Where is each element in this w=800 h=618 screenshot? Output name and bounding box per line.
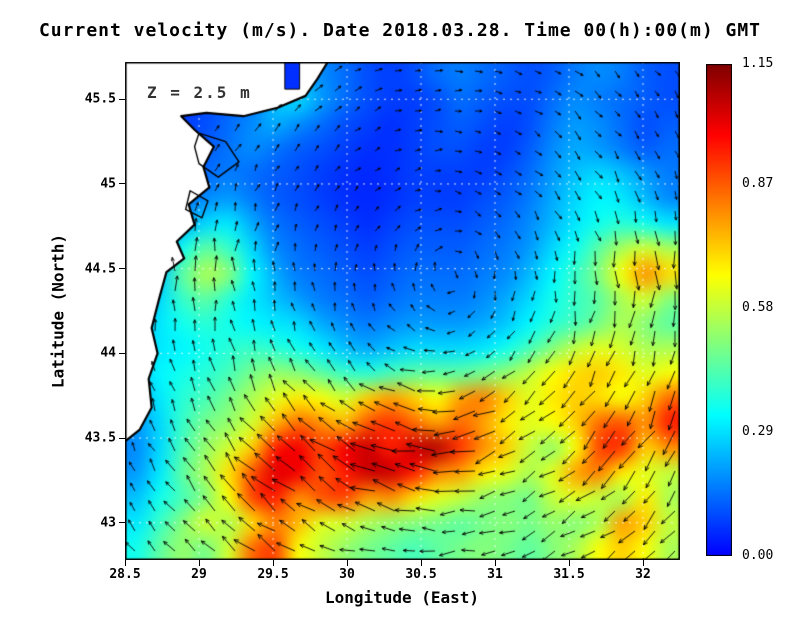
x-tick-label: 29	[191, 567, 207, 582]
y-tick-mark	[119, 522, 125, 524]
y-axis-label: Latitude (North)	[48, 233, 68, 389]
x-tick-label: 31.5	[553, 567, 585, 582]
x-tick-mark	[124, 560, 126, 566]
colorbar-tick-label: 0.87	[742, 175, 774, 191]
y-tick-mark	[119, 352, 125, 354]
x-axis-label: Longitude (East)	[324, 588, 480, 607]
x-tick-label: 30.5	[405, 567, 437, 582]
x-tick-label: 29.5	[257, 567, 289, 582]
x-tick-mark	[642, 560, 644, 566]
colorbar-tick-label: 0.58	[742, 299, 774, 315]
y-tick-label: 43	[100, 515, 116, 531]
x-tick-mark	[272, 560, 274, 566]
x-tick-mark	[346, 560, 348, 566]
colorbar-tick-label: 0.00	[742, 548, 774, 563]
y-tick-label: 44	[100, 345, 116, 361]
x-tick-label: 30	[339, 567, 355, 582]
y-tick-mark	[119, 98, 125, 100]
y-tick-label: 45	[100, 176, 116, 192]
depth-annotation: Z = 2.5 m	[147, 83, 252, 102]
x-tick-label: 32	[635, 567, 651, 582]
chart-title: Current velocity (m/s). Date 2018.03.28.…	[38, 20, 762, 41]
colorbar-tick-label: 0.29	[742, 423, 774, 439]
y-tick-label: 45.5	[84, 91, 116, 107]
colorbar-tick-label: 1.15	[742, 56, 774, 71]
x-tick-label: 28.5	[109, 567, 141, 582]
y-tick-mark	[119, 437, 125, 439]
x-tick-mark	[420, 560, 422, 566]
y-tick-mark	[119, 268, 125, 270]
map-plot-canvas	[125, 62, 680, 560]
x-tick-mark	[568, 560, 570, 566]
colorbar-canvas	[706, 64, 732, 556]
y-tick-label: 44.5	[84, 261, 116, 277]
y-tick-label: 43.5	[84, 430, 116, 446]
x-tick-mark	[494, 560, 496, 566]
x-tick-label: 31	[487, 567, 503, 582]
x-tick-mark	[198, 560, 200, 566]
y-tick-mark	[119, 183, 125, 185]
